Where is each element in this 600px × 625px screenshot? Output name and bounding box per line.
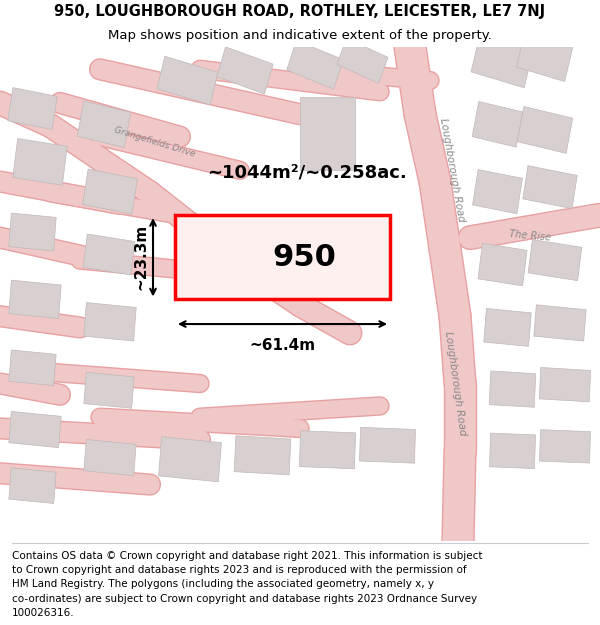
Bar: [471, 31, 534, 88]
Bar: [337, 39, 388, 83]
Text: Contains OS data © Crown copyright and database right 2021. This information is : Contains OS data © Crown copyright and d…: [12, 551, 482, 561]
Bar: [84, 439, 136, 476]
Bar: [9, 468, 56, 504]
Bar: [473, 169, 523, 214]
Bar: [539, 368, 590, 402]
Text: HM Land Registry. The polygons (including the associated geometry, namely x, y: HM Land Registry. The polygons (includin…: [12, 579, 434, 589]
Text: The Rise: The Rise: [509, 229, 551, 242]
Text: Loughborough Road: Loughborough Road: [443, 331, 467, 436]
Bar: [8, 88, 57, 129]
Bar: [9, 213, 56, 251]
Text: ~61.4m: ~61.4m: [250, 338, 316, 352]
Bar: [77, 101, 131, 148]
Bar: [175, 215, 390, 299]
Text: ~1044m²/~0.258ac.: ~1044m²/~0.258ac.: [207, 164, 407, 181]
Bar: [234, 436, 291, 475]
Bar: [287, 41, 343, 89]
Bar: [9, 411, 61, 447]
Text: Grangefields Drive: Grangefields Drive: [113, 126, 197, 159]
Text: ~23.3m: ~23.3m: [133, 224, 148, 291]
Bar: [158, 437, 221, 482]
Bar: [359, 428, 416, 463]
Text: 100026316.: 100026316.: [12, 608, 74, 618]
Bar: [9, 350, 56, 386]
Bar: [539, 429, 590, 463]
Bar: [489, 371, 536, 408]
Bar: [472, 101, 523, 147]
Bar: [484, 309, 531, 346]
Bar: [523, 166, 577, 209]
Text: 950, LOUGHBOROUGH ROAD, ROTHLEY, LEICESTER, LE7 7NJ: 950, LOUGHBOROUGH ROAD, ROTHLEY, LEICEST…: [55, 4, 545, 19]
Bar: [299, 431, 356, 469]
Bar: [217, 47, 273, 94]
Bar: [490, 433, 536, 469]
Bar: [83, 234, 135, 275]
Bar: [9, 280, 61, 319]
Bar: [300, 98, 355, 170]
Text: co-ordinates) are subject to Crown copyright and database rights 2023 Ordnance S: co-ordinates) are subject to Crown copyr…: [12, 594, 477, 604]
Bar: [84, 302, 136, 341]
Bar: [157, 56, 218, 105]
Bar: [534, 305, 586, 341]
Bar: [83, 169, 137, 214]
Text: Map shows position and indicative extent of the property.: Map shows position and indicative extent…: [108, 29, 492, 42]
Bar: [478, 243, 527, 286]
Text: 950: 950: [272, 242, 336, 272]
Text: Loughborough Road: Loughborough Road: [438, 118, 466, 223]
Bar: [13, 139, 67, 185]
Bar: [528, 239, 582, 281]
Text: to Crown copyright and database rights 2023 and is reproduced with the permissio: to Crown copyright and database rights 2…: [12, 565, 467, 575]
Bar: [517, 29, 574, 81]
Bar: [84, 372, 134, 408]
Bar: [517, 106, 573, 153]
